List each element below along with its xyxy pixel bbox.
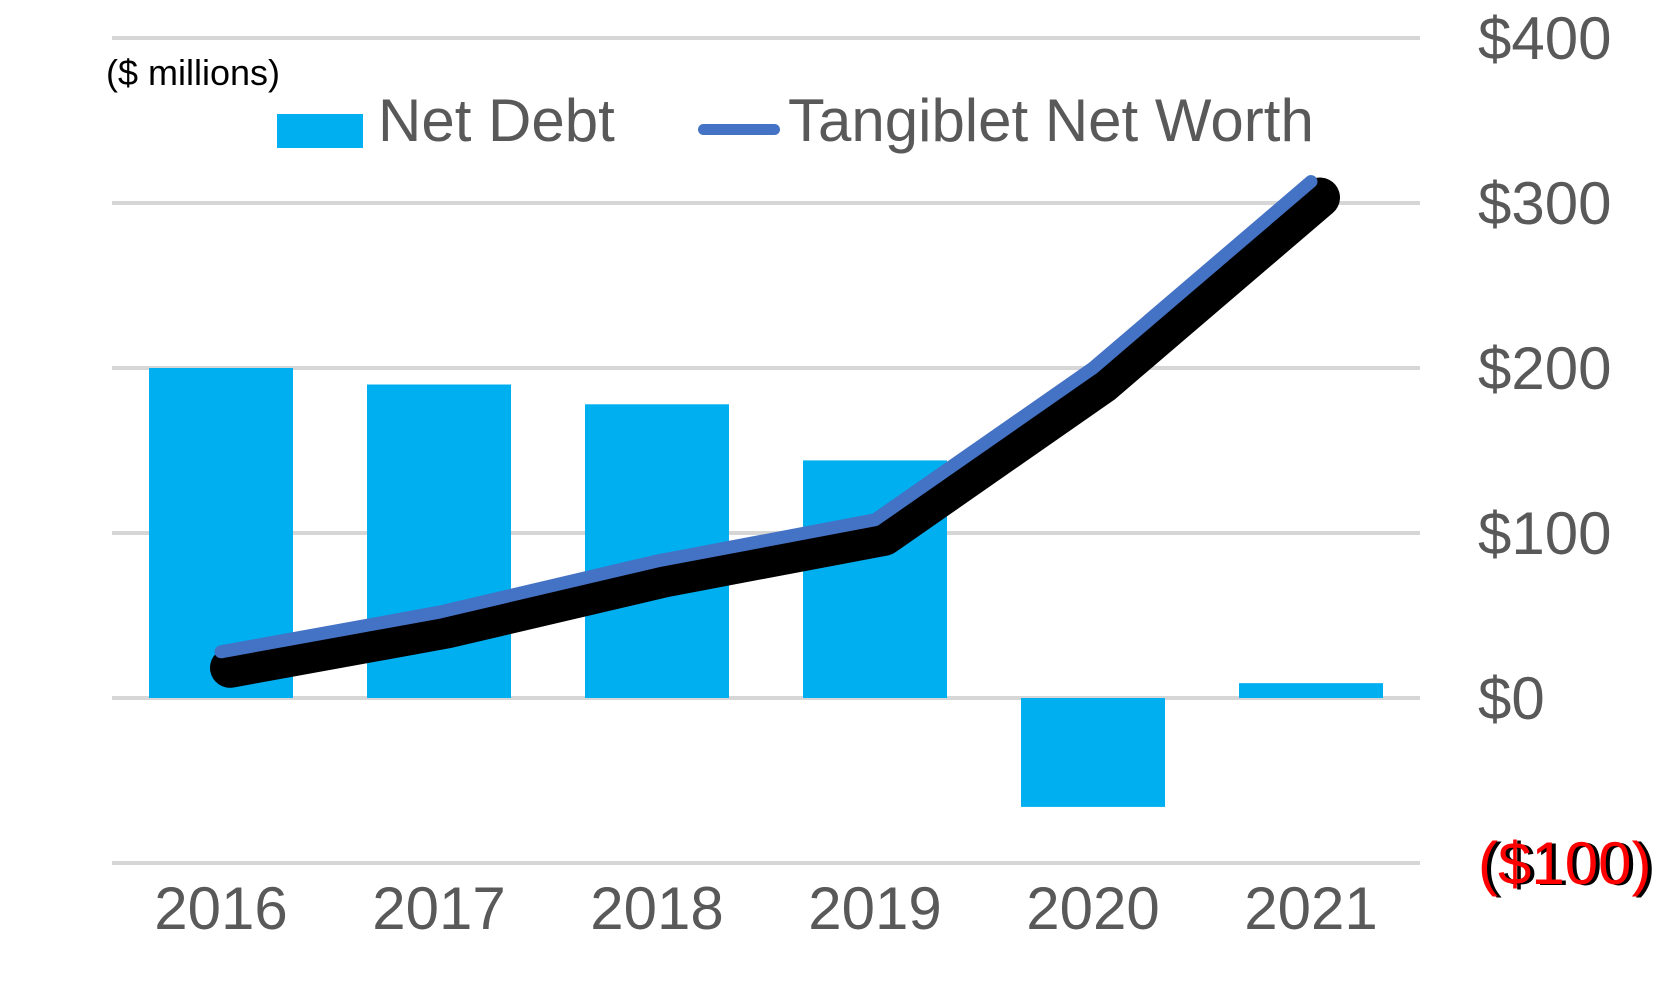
legend-label-net-debt: Net Debt xyxy=(378,87,615,154)
net-debt-legend-swatch xyxy=(277,114,363,148)
y-tick-label--100: ($100) xyxy=(1478,830,1651,897)
legend-label-net-worth: Tangiblet Net Worth xyxy=(788,87,1314,154)
y-tick-shadow--100: ($100) xyxy=(1482,831,1655,898)
units-label: ($ millions) xyxy=(106,52,281,93)
x-tick-label-2018: 2018 xyxy=(590,875,723,942)
bar-2020 xyxy=(1021,698,1165,807)
net-worth-line xyxy=(214,175,1318,659)
net-worth-line-shadow xyxy=(210,177,1340,688)
y-tick-label-400: $400 xyxy=(1478,5,1611,72)
x-tick-label-2021: 2021 xyxy=(1244,875,1377,942)
x-tick-label-2016: 2016 xyxy=(154,875,287,942)
net-worth-legend-swatch xyxy=(698,124,780,135)
x-tick-label-2017: 2017 xyxy=(372,875,505,942)
y-tick-label-0: $0 xyxy=(1478,665,1545,732)
y-tick-label-200: $200 xyxy=(1478,335,1611,402)
x-tick-label-2020: 2020 xyxy=(1026,875,1159,942)
y-tick-label-300: $300 xyxy=(1478,170,1611,237)
y-tick-label-100: $100 xyxy=(1478,500,1611,567)
bar-2021 xyxy=(1239,683,1383,698)
x-tick-label-2019: 2019 xyxy=(808,875,941,942)
